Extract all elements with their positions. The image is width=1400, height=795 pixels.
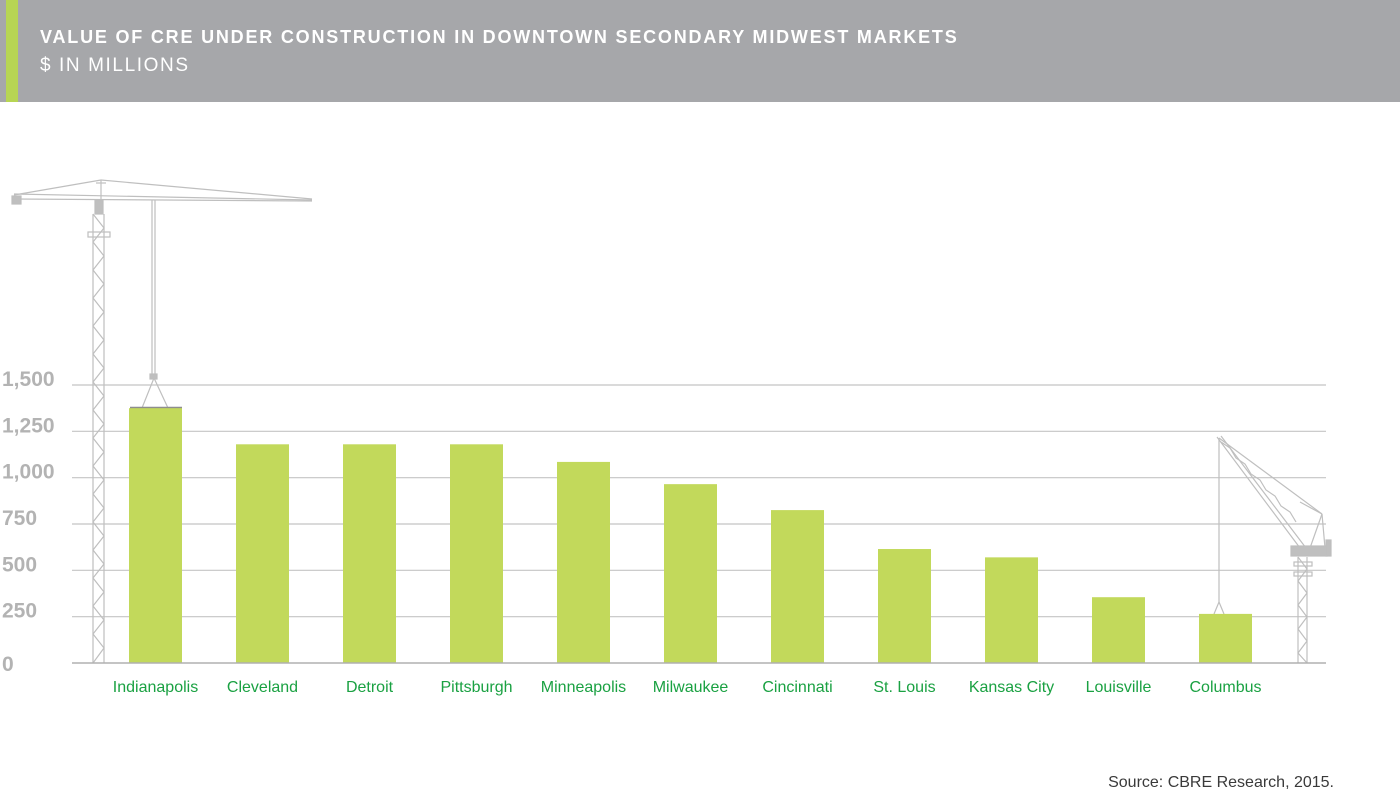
bar-louisville xyxy=(1092,597,1145,663)
x-tick-label: Milwaukee xyxy=(653,679,729,696)
chart-subtitle: $ IN MILLIONS xyxy=(40,55,190,76)
x-tick-label: St. Louis xyxy=(873,679,935,696)
chart-header: VALUE OF CRE UNDER CONSTRUCTION IN DOWNT… xyxy=(0,0,1400,102)
header-accent-bar xyxy=(6,0,18,102)
bar-detroit xyxy=(343,444,396,663)
bars xyxy=(129,408,1252,663)
y-tick-label: 1,000 xyxy=(2,461,55,484)
y-tick-label: 0 xyxy=(2,653,14,676)
x-tick-label: Louisville xyxy=(1086,679,1152,696)
source-note: Source: CBRE Research, 2015. xyxy=(1108,774,1334,791)
bar-st-louis xyxy=(878,549,931,663)
bar-chart: 0 250 500 750 1,000 1,250 1,500 xyxy=(2,179,1332,696)
x-tick-label: Kansas City xyxy=(969,679,1054,696)
y-axis-ticks: 0 250 500 750 1,000 1,250 1,500 xyxy=(2,368,55,676)
x-tick-label: Pittsburgh xyxy=(440,679,512,696)
chart-title: VALUE OF CRE UNDER CONSTRUCTION IN DOWNT… xyxy=(40,27,959,47)
bar-kansas-city xyxy=(985,557,1038,663)
x-tick-label: Indianapolis xyxy=(113,679,198,696)
bar-columbus xyxy=(1199,613,1252,663)
y-tick-label: 750 xyxy=(2,507,37,530)
x-tick-label: Detroit xyxy=(346,679,394,696)
y-tick-label: 1,250 xyxy=(2,414,55,437)
bar-milwaukee xyxy=(664,484,717,663)
x-tick-label: Minneapolis xyxy=(541,679,626,696)
x-tick-label: Cleveland xyxy=(227,679,298,696)
bar-indianapolis xyxy=(129,408,182,663)
bar-pittsburgh xyxy=(450,444,503,663)
y-tick-label: 500 xyxy=(2,553,37,576)
x-tick-label: Columbus xyxy=(1189,679,1261,696)
x-axis-labels: Indianapolis Cleveland Detroit Pittsburgh Mi… xyxy=(113,679,1262,696)
x-tick-label: Cincinnati xyxy=(762,679,832,696)
bar-cleveland xyxy=(236,444,289,663)
bar-minneapolis xyxy=(557,461,610,663)
y-tick-label: 1,500 xyxy=(2,368,55,391)
y-tick-label: 250 xyxy=(2,600,37,623)
bar-cincinnati xyxy=(771,510,824,663)
tower-crane-left-icon xyxy=(11,179,313,664)
luffing-crane-right-icon xyxy=(1213,435,1332,664)
